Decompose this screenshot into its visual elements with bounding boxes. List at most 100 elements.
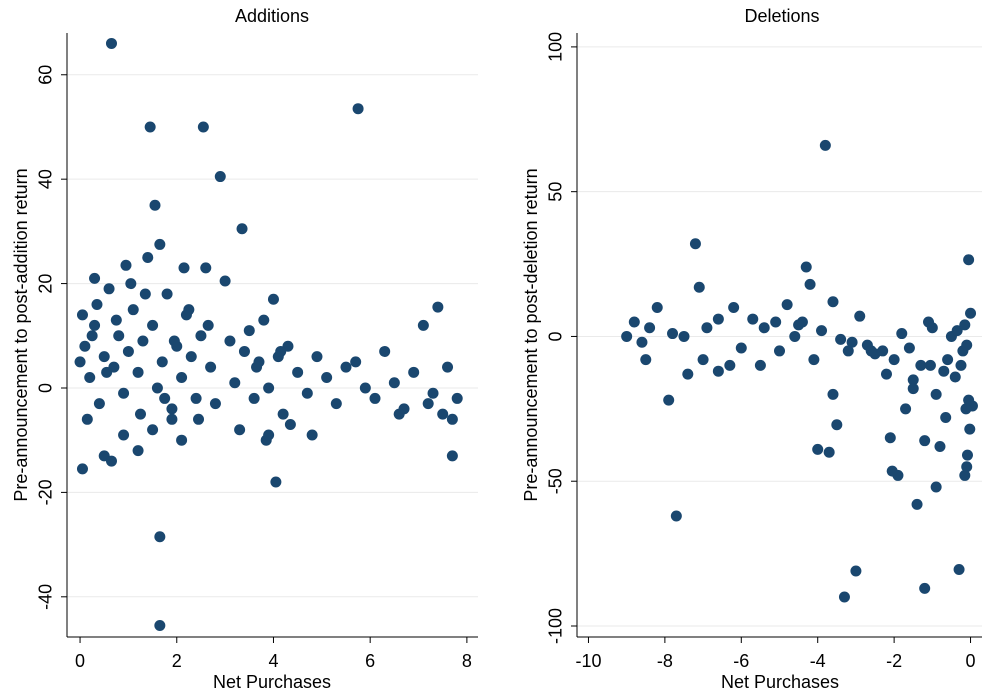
point xyxy=(663,394,675,406)
point xyxy=(134,408,146,420)
point xyxy=(151,382,163,394)
x-tick-label: -2 xyxy=(886,651,902,671)
x-axis-label: Net Purchases xyxy=(213,672,331,692)
point xyxy=(808,354,820,366)
point xyxy=(636,336,648,348)
point xyxy=(955,359,967,371)
point xyxy=(238,345,250,357)
point xyxy=(682,368,694,380)
point xyxy=(838,591,850,603)
point xyxy=(911,498,923,510)
point xyxy=(76,463,88,475)
point xyxy=(190,392,202,404)
x-tick-label: 0 xyxy=(966,651,976,671)
point xyxy=(154,238,166,250)
point xyxy=(735,342,747,354)
point xyxy=(91,298,103,310)
point xyxy=(886,465,898,477)
point xyxy=(202,319,214,331)
point xyxy=(961,449,973,461)
point xyxy=(267,293,279,305)
point xyxy=(422,398,434,410)
chart-title: Deletions xyxy=(744,6,819,26)
x-tick-label: -8 xyxy=(657,651,673,671)
point xyxy=(147,319,159,331)
point xyxy=(960,403,972,415)
y-tick-label: -20 xyxy=(36,479,56,505)
point xyxy=(437,408,449,420)
point xyxy=(758,322,770,334)
point xyxy=(900,403,912,415)
point xyxy=(379,345,391,357)
x-tick-label: 0 xyxy=(75,651,85,671)
point xyxy=(142,251,154,263)
point xyxy=(667,328,679,340)
point xyxy=(951,325,963,337)
point xyxy=(903,342,915,354)
point xyxy=(105,37,117,49)
point xyxy=(93,398,105,410)
point xyxy=(888,354,900,366)
point xyxy=(103,283,115,295)
point xyxy=(712,365,724,377)
point xyxy=(89,319,101,331)
point xyxy=(724,359,736,371)
point xyxy=(79,340,91,352)
point xyxy=(144,121,156,133)
x-tick-label: 8 xyxy=(462,651,472,671)
point xyxy=(193,413,205,425)
point xyxy=(930,388,942,400)
point xyxy=(219,275,231,287)
point xyxy=(953,564,965,576)
point xyxy=(942,354,954,366)
point xyxy=(137,335,149,347)
point xyxy=(132,366,144,378)
y-tick-label: -100 xyxy=(546,608,566,644)
point xyxy=(959,469,971,481)
point xyxy=(959,319,971,331)
point xyxy=(243,325,255,337)
point xyxy=(388,377,400,389)
point xyxy=(156,356,168,368)
point xyxy=(101,366,113,378)
point xyxy=(139,288,151,300)
point xyxy=(432,301,444,313)
point xyxy=(132,445,144,457)
point xyxy=(154,620,166,632)
point xyxy=(118,429,130,441)
point xyxy=(827,388,839,400)
x-tick-label: -10 xyxy=(575,651,601,671)
point xyxy=(949,371,961,383)
point xyxy=(195,330,207,342)
point xyxy=(930,481,942,493)
y-axis-label: Pre-announcement to post-deletion return xyxy=(521,168,541,501)
point xyxy=(934,440,946,452)
y-tick-label: 100 xyxy=(546,32,566,62)
x-axis-label: Net Purchases xyxy=(721,672,839,692)
point xyxy=(154,531,166,543)
point xyxy=(804,278,816,290)
point xyxy=(781,299,793,311)
x-tick-label: 4 xyxy=(268,651,278,671)
point xyxy=(214,171,226,183)
point xyxy=(350,356,362,368)
point xyxy=(122,345,134,357)
point xyxy=(81,413,93,425)
point xyxy=(854,310,866,322)
point xyxy=(248,392,260,404)
point xyxy=(884,432,896,444)
point xyxy=(74,356,86,368)
point xyxy=(393,408,405,420)
x-tick-label: 2 xyxy=(172,651,182,671)
point xyxy=(209,398,221,410)
point xyxy=(924,359,936,371)
point xyxy=(263,382,275,394)
point xyxy=(417,319,429,331)
point xyxy=(147,424,159,436)
point xyxy=(963,254,975,266)
point xyxy=(120,259,132,271)
point xyxy=(877,345,889,357)
point xyxy=(321,372,333,384)
point xyxy=(907,383,919,395)
